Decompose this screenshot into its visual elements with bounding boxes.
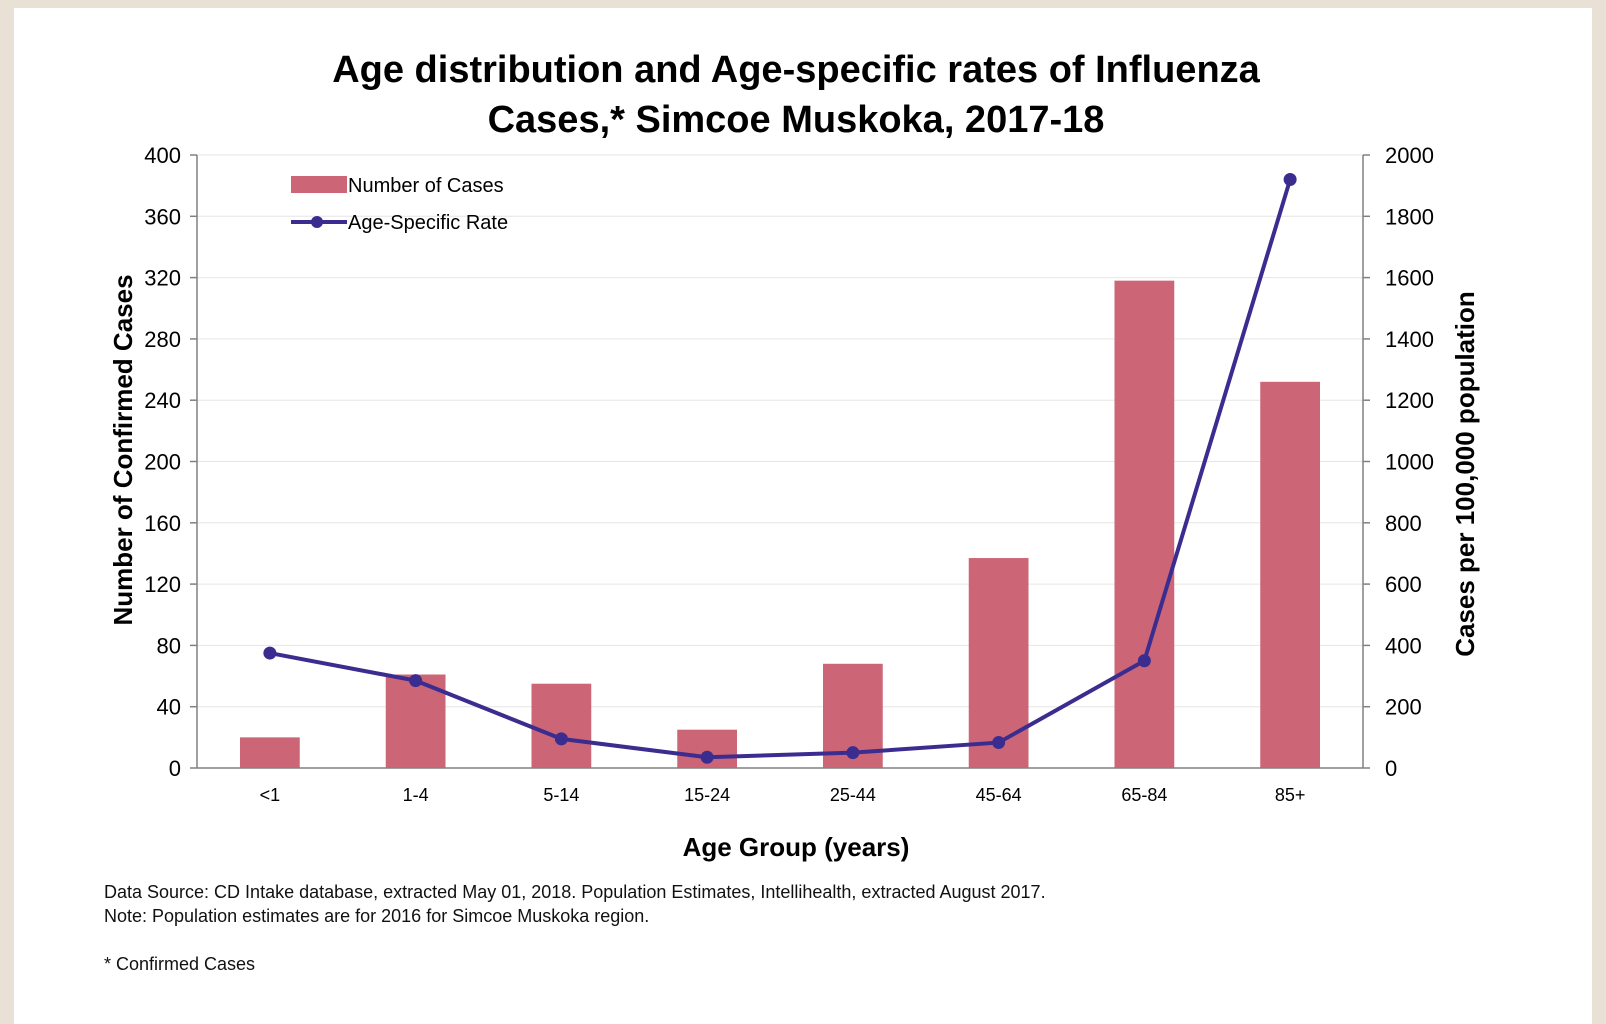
y2-tick-label: 1400 (1385, 327, 1434, 352)
y-tick-label: 120 (144, 572, 181, 597)
rate-point (992, 736, 1006, 750)
y-tick-label: 160 (144, 511, 181, 536)
rate-point (554, 732, 568, 746)
population-note: Note: Population estimates are for 2016 … (104, 906, 650, 926)
line-series (263, 173, 1297, 764)
data-source-note: Data Source: CD Intake database, extract… (104, 882, 1046, 902)
y2-tick-label: 1600 (1385, 266, 1434, 291)
y-tick-label: 40 (157, 695, 181, 720)
rate-point (263, 646, 277, 660)
legend-label-cases: Number of Cases (348, 175, 504, 197)
y-tick-label: 280 (144, 327, 181, 352)
y2-tick-label: 800 (1385, 511, 1422, 536)
rate-point (409, 674, 423, 688)
bar-series (239, 280, 1321, 768)
x-tick-label: 45-64 (976, 785, 1022, 805)
chart: Age distribution and Age-specific rates … (108, 49, 1480, 862)
legend-swatch-cases (291, 176, 347, 193)
x-tick-label: 15-24 (684, 785, 730, 805)
y-tick-label: 0 (169, 756, 181, 781)
y-tick-label: 360 (144, 204, 181, 229)
y2-tick-label: 2000 (1385, 143, 1434, 168)
footnote: * Confirmed Cases (104, 954, 256, 974)
rate-point (846, 746, 860, 760)
y-tick-label: 320 (144, 266, 181, 291)
y2-tick-label: 400 (1385, 633, 1422, 658)
rate-point (1137, 654, 1151, 668)
y2-tick-label: 0 (1385, 756, 1397, 781)
x-tick-label: 5-14 (543, 785, 579, 805)
x-tick-label: <1 (260, 785, 281, 805)
legend-swatch-rate-marker (311, 216, 323, 228)
y-axis-title: Number of Confirmed Cases (108, 274, 138, 625)
x-tick-label: 65-84 (1121, 785, 1167, 805)
y2-tick-label: 600 (1385, 572, 1422, 597)
y-tick-label: 200 (144, 450, 181, 475)
axes (190, 154, 1370, 769)
y2-tick-label: 1800 (1385, 204, 1434, 229)
rate-point (1283, 173, 1297, 187)
chart-title-line-2: Cases,* Simcoe Muskoka, 2017-18 (488, 99, 1105, 141)
bar (531, 683, 592, 768)
y-tick-label: 400 (144, 143, 181, 168)
legend-label-rate: Age-Specific Rate (348, 212, 508, 234)
chart-panel: Age distribution and Age-specific rates … (14, 8, 1592, 1024)
y2-tick-label: 200 (1385, 695, 1422, 720)
rate-line (269, 178, 1293, 760)
y-tick-label: 80 (157, 633, 181, 658)
x-axis-title: Age Group (years) (683, 832, 910, 862)
x-tick-label: 85+ (1275, 785, 1306, 805)
bar (1114, 280, 1175, 768)
gridlines (197, 154, 1363, 708)
x-tick-label: 1-4 (403, 785, 429, 805)
chart-title-line-1: Age distribution and Age-specific rates … (332, 49, 1260, 91)
y2-axis-title: Cases per 100,000 population (1450, 291, 1480, 657)
y2-tick-label: 1200 (1385, 388, 1434, 413)
tick-labels: 0 40 80 120 160 200 240 280 320 360 400 0 200 400 600 8… (144, 143, 1434, 805)
legend: Number of Cases Age-Specific Rate (291, 175, 508, 234)
rate-point (700, 750, 714, 764)
y2-tick-label: 1000 (1385, 450, 1434, 475)
x-tick-label: 25-44 (830, 785, 876, 805)
bar (1260, 381, 1321, 768)
y-tick-label: 240 (144, 388, 181, 413)
bar (239, 737, 300, 768)
